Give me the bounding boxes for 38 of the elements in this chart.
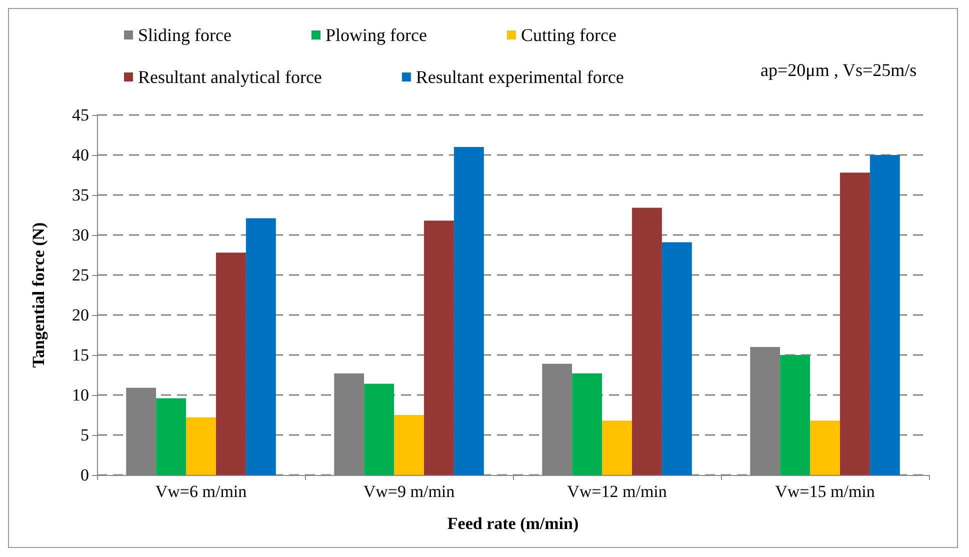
bar bbox=[186, 417, 216, 475]
bar bbox=[454, 147, 484, 475]
legend-label: Sliding force bbox=[138, 25, 232, 45]
y-tick-label: 35 bbox=[72, 186, 89, 204]
x-tick-label: Vw=6 m/min bbox=[155, 482, 248, 501]
bar bbox=[662, 242, 692, 475]
bar bbox=[632, 208, 662, 475]
bar bbox=[572, 373, 602, 475]
bar bbox=[810, 420, 840, 475]
bar bbox=[364, 384, 394, 475]
legend-label: Resultant analytical force bbox=[138, 67, 322, 87]
y-tick-label: 5 bbox=[80, 426, 89, 444]
bar bbox=[870, 155, 900, 475]
y-axis-title: Tangential force (N) bbox=[29, 222, 48, 368]
y-tick-label: 10 bbox=[72, 386, 89, 404]
x-tick-label: Vw=12 m/min bbox=[567, 482, 668, 501]
y-tick-label: 40 bbox=[72, 146, 89, 164]
bar bbox=[246, 218, 276, 475]
y-tick-label: 15 bbox=[72, 346, 89, 364]
bar bbox=[394, 415, 424, 475]
x-tick-label: Vw=9 m/min bbox=[363, 482, 456, 501]
legend-label: Resultant experimental force bbox=[416, 67, 624, 87]
bar bbox=[424, 220, 454, 475]
bar bbox=[602, 420, 632, 475]
text: ap=20μm , Vs=25m/s bbox=[760, 60, 917, 80]
bar bbox=[840, 172, 870, 475]
bar bbox=[156, 398, 186, 475]
y-tick-label: 0 bbox=[80, 466, 89, 484]
y-tick-label: 20 bbox=[72, 306, 89, 324]
y-tick-label: 25 bbox=[72, 266, 89, 284]
y-tick-label: 30 bbox=[72, 226, 89, 244]
x-tick-label: Vw=15 m/min bbox=[775, 482, 876, 501]
bar bbox=[216, 252, 246, 475]
legend-label: Plowing force bbox=[325, 25, 427, 45]
y-tick-label: 45 bbox=[72, 106, 89, 124]
bar bbox=[780, 355, 810, 475]
legend-label: Cutting force bbox=[520, 25, 616, 45]
x-axis-title: Feed rate (m/min) bbox=[447, 514, 579, 533]
